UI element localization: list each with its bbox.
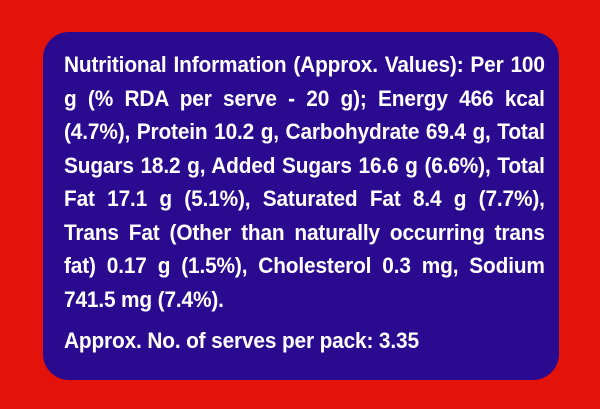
nutritional-information-text: Nutritional Information (Approx. Values)… <box>64 52 545 312</box>
serves-per-pack-text: Approx. No. of serves per pack: 3.35 <box>64 328 419 353</box>
nutrition-info-panel: Nutritional Information (Approx. Values)… <box>43 32 559 380</box>
